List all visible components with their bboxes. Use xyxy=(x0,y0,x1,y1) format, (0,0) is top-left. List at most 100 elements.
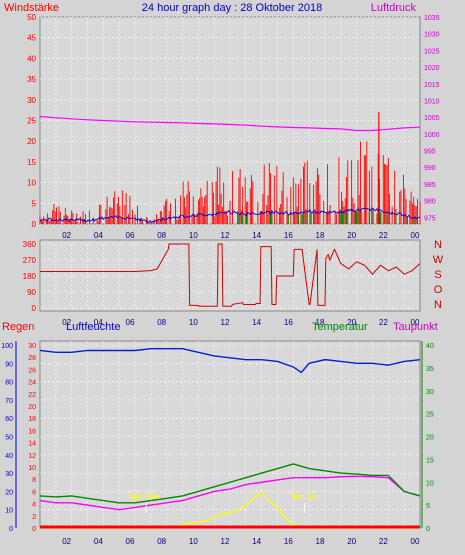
wind-axis-title: Windstärke xyxy=(4,2,59,14)
x-tick-label: 00 xyxy=(411,318,420,327)
x-tick-label: 14 xyxy=(252,231,261,240)
x-tick-label: 12 xyxy=(221,231,230,240)
x-tick-label: 22 xyxy=(379,318,388,327)
temperature-ticks: 0 5 10 15 20 25 30 35 40 xyxy=(421,341,434,533)
humidity-tick-label: 70 xyxy=(5,398,13,405)
x-tick-label: 06 xyxy=(126,537,135,546)
direction-tick-label: 270 xyxy=(23,256,37,265)
rain-axis-title: Regen xyxy=(2,321,34,333)
temperature-tick-label: 40 xyxy=(426,343,434,350)
wind-average-line xyxy=(39,207,421,224)
x-tick-label: 02 xyxy=(62,231,71,240)
wind-tick-label: 45 xyxy=(27,34,36,43)
x-tick-label: 08 xyxy=(157,231,166,240)
rain-tick-label: 20 xyxy=(28,404,36,411)
pressure-tick-label: 1005 xyxy=(424,115,440,122)
humidity-tick-label: 40 xyxy=(5,453,13,460)
pressure-tick-label: 1020 xyxy=(424,65,440,72)
humidity-tick-label: 100 xyxy=(1,343,13,350)
x-tick-label: 16 xyxy=(284,537,293,546)
pressure-tick-label: 1000 xyxy=(424,132,440,139)
compass-label: W xyxy=(433,254,444,266)
wind-tick-label: 30 xyxy=(27,96,36,105)
x-tick-label: 08 xyxy=(157,537,166,546)
x-tick-label: 06 xyxy=(126,231,135,240)
compass-label: N xyxy=(434,239,442,251)
direction-tick-label: 360 xyxy=(23,240,37,249)
sun-markers: Sun Rise Sun Set xyxy=(128,492,319,513)
humidity-line xyxy=(39,347,421,374)
temperature-tick-label: 0 xyxy=(426,526,430,533)
x-tick-label: 14 xyxy=(252,318,261,327)
direction-tick-label: 0 xyxy=(32,304,37,313)
pressure-axis-title: Luftdruck xyxy=(371,2,417,14)
rain-tick-label: 0 xyxy=(32,526,36,533)
x-tick-label: 12 xyxy=(221,537,230,546)
pressure-tick-label: 985 xyxy=(424,182,436,189)
rain-tick-label: 6 xyxy=(32,489,36,496)
x-ticks-1: 02 04 06 08 10 12 14 16 18 20 22 00 xyxy=(62,231,420,240)
temperature-line xyxy=(39,463,421,504)
x-tick-label: 02 xyxy=(62,318,71,327)
grid-1 xyxy=(40,16,420,225)
humidity-tick-label: 50 xyxy=(5,435,13,442)
temperature-tick-label: 15 xyxy=(426,457,434,464)
rain-tick-label: 8 xyxy=(32,477,36,484)
graph-title: 24 hour graph day : 28 Oktober 2018 xyxy=(142,2,322,14)
compass-label: O xyxy=(434,284,443,296)
rain-tick-label: 14 xyxy=(28,441,36,448)
pressure-tick-label: 975 xyxy=(424,215,436,222)
wind-tick-label: 10 xyxy=(27,179,36,188)
direction-tick-label: 180 xyxy=(23,272,37,281)
x-tick-label: 14 xyxy=(252,537,261,546)
pressure-tick-label: 980 xyxy=(424,199,436,206)
rain-tick-label: 12 xyxy=(28,453,36,460)
rain-tick-label: 30 xyxy=(28,343,36,350)
wind-tick-label: 15 xyxy=(27,158,36,167)
x-tick-label: 22 xyxy=(379,231,388,240)
temperature-tick-label: 30 xyxy=(426,389,434,396)
x-tick-label: 06 xyxy=(126,318,135,327)
pressure-tick-label: 995 xyxy=(424,149,436,156)
direction-line xyxy=(40,243,421,307)
rain-tick-label: 18 xyxy=(28,416,36,423)
humidity-tick-label: 10 xyxy=(5,508,13,515)
temperature-tick-label: 5 xyxy=(426,503,430,510)
wind-tick-label: 0 xyxy=(32,220,37,229)
sunrise-label: Sun Rise xyxy=(128,492,161,501)
rain-tick-label: 10 xyxy=(28,465,36,472)
rain-tick-label: 22 xyxy=(28,392,36,399)
x-tick-label: 18 xyxy=(316,318,325,327)
pressure-tick-label: 1010 xyxy=(424,98,440,105)
x-tick-label: 20 xyxy=(347,537,356,546)
pressure-ticks: 975 980 985 990 995 1000 1005 1010 1015 1020 1025 1… xyxy=(424,15,440,222)
plot-area-2 xyxy=(39,239,421,312)
humidity-axis-title: Luftfeuchte xyxy=(66,321,120,333)
temperature-tick-label: 25 xyxy=(426,412,434,419)
wind-tick-label: 50 xyxy=(27,13,36,22)
pressure-line xyxy=(39,115,421,132)
pressure-tick-label: 1025 xyxy=(424,48,440,55)
humidity-tick-label: 90 xyxy=(5,361,13,368)
x-tick-label: 08 xyxy=(157,318,166,327)
x-tick-label: 02 xyxy=(62,537,71,546)
temperature-tick-label: 20 xyxy=(426,435,434,442)
compass-label: N xyxy=(434,299,442,311)
rain-tick-label: 4 xyxy=(32,502,36,509)
x-tick-label: 20 xyxy=(347,231,356,240)
wind-tick-label: 35 xyxy=(27,75,36,84)
dewpoint-line xyxy=(39,475,421,511)
humidity-tick-label: 30 xyxy=(5,471,13,478)
pressure-tick-label: 1035 xyxy=(424,15,440,22)
pressure-tick-label: 990 xyxy=(424,165,436,172)
wind-ticks: 0 5 10 15 20 25 30 35 40 45 50 xyxy=(27,13,36,229)
rain-tick-label: 28 xyxy=(28,355,36,362)
wind-series xyxy=(39,112,421,224)
pressure-tick-label: 1015 xyxy=(424,82,440,89)
temperature-axis-title: Temperatur xyxy=(312,321,368,333)
rain-tick-label: 2 xyxy=(32,514,36,521)
sunset-label: Sun Set xyxy=(290,492,319,501)
